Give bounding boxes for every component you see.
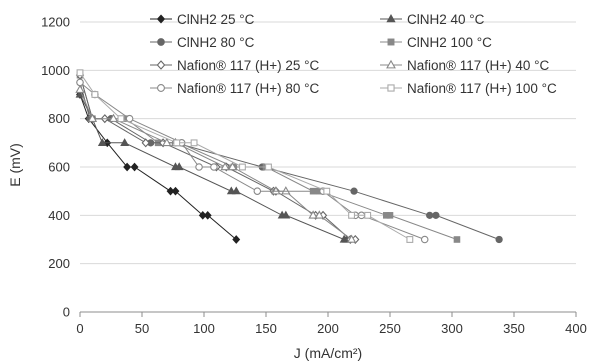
x-tick-label: 150 [255, 321, 277, 336]
data-point [174, 162, 184, 171]
data-point [420, 235, 429, 244]
legend-entry: ClNH2 80 °C [150, 35, 255, 50]
series-8 [76, 69, 414, 243]
data-point [162, 137, 172, 147]
legend-marker [386, 59, 396, 69]
data-point [227, 161, 238, 171]
data-point [190, 139, 198, 147]
x-tick-label: 0 [76, 321, 83, 336]
legend-marker [386, 14, 396, 23]
data-point [231, 186, 241, 195]
data-point [364, 211, 372, 219]
series-line [79, 82, 425, 240]
data-point [323, 187, 331, 195]
data-point [346, 234, 357, 243]
x-tick-label: 400 [565, 321, 587, 336]
legend-marker [387, 38, 395, 46]
series-2 [75, 89, 352, 243]
data-point [203, 210, 212, 220]
y-tick-label: 0 [63, 305, 70, 320]
x-tick-label: 350 [503, 321, 525, 336]
legend-marker [157, 38, 165, 46]
y-tick-label: 800 [48, 111, 70, 126]
data-point [117, 115, 125, 123]
legend-label: Nafion® 117 (H+) 25 °C [177, 58, 320, 73]
y-tick-label: 1200 [41, 15, 70, 30]
x-tick-label: 250 [379, 321, 401, 336]
series-7 [76, 78, 429, 244]
y-tick-label: 600 [48, 160, 70, 175]
data-point [76, 78, 84, 87]
x-axis-title: J (mA/cm²) [294, 345, 362, 361]
data-point [406, 236, 414, 243]
data-point [171, 186, 180, 196]
data-point [426, 211, 434, 219]
x-tick-label: 300 [441, 321, 463, 336]
legend-label: Nafion® 117 (H+) 100 °C [407, 81, 557, 96]
data-point [141, 138, 150, 148]
axes: 0 200 400 600 800 1000 1200 0 50 100 150 200 250 300 3… [41, 15, 587, 337]
data-point [87, 113, 98, 122]
legend-label: Nafion® 117 (H+) 80 °C [177, 81, 320, 96]
data-point [97, 138, 107, 146]
data-point [220, 161, 230, 171]
data-point [386, 212, 394, 219]
data-point [75, 84, 85, 93]
data-point [265, 163, 272, 171]
legend-entry: ClNH2 40 °C [380, 12, 485, 27]
grid-lines [80, 21, 576, 265]
data-point [348, 211, 356, 219]
x-tick-label: 50 [135, 321, 149, 336]
legend-entry: Nafion® 117 (H+) 80 °C [150, 81, 320, 96]
y-axis-title: E (mV) [7, 143, 23, 187]
legend-marker [156, 14, 166, 24]
data-point [108, 113, 119, 122]
data-point [308, 210, 318, 219]
legend-entry: ClNH2 100 °C [380, 35, 492, 50]
y-tick-label: 1000 [41, 63, 70, 78]
legend-label: ClNH2 100 °C [407, 35, 492, 50]
data-point [271, 186, 281, 195]
x-tick-label: 200 [317, 321, 339, 336]
y-tick-label: 400 [48, 208, 70, 223]
legend-label: ClNH2 25 °C [177, 12, 255, 27]
series-line [79, 94, 347, 240]
data-point [432, 211, 440, 219]
data-point [123, 162, 132, 172]
data-point [495, 235, 503, 244]
legend-label: Nafion® 117 (H+) 40 °C [407, 58, 550, 73]
data-point [253, 187, 262, 195]
y-tick-label: 200 [48, 256, 70, 271]
legend-marker [157, 84, 165, 92]
legend-label: ClNH2 40 °C [407, 12, 485, 27]
data-point [130, 162, 139, 172]
legend-entry: Nafion® 117 (H+) 40 °C [380, 58, 550, 73]
data-point [195, 163, 203, 171]
legend-entry: Nafion® 117 (H+) 100 °C [380, 81, 557, 96]
data-point [120, 138, 130, 146]
data-point [210, 163, 218, 171]
data-point [314, 210, 325, 219]
plot-area [75, 69, 503, 245]
data-point [91, 91, 99, 98]
data-point [453, 236, 461, 243]
data-point [350, 187, 358, 195]
series-4 [76, 71, 461, 243]
data-point [239, 163, 246, 171]
data-point [281, 186, 291, 195]
legend-entry: ClNH2 25 °C [150, 12, 255, 27]
legend-entry: Nafion® 117 (H+) 25 °C [150, 58, 320, 73]
x-tick-label: 100 [193, 321, 215, 336]
data-point [173, 139, 181, 147]
data-point [125, 114, 134, 123]
data-point [232, 235, 241, 244]
legend-marker [156, 60, 166, 70]
data-point [281, 210, 291, 219]
legend-marker [387, 84, 395, 92]
legend: ClNH2 25 °C ClNH2 40 °C ClNH2 80 °C ClNH2 1… [150, 12, 557, 96]
data-point [76, 69, 84, 77]
legend-label: ClNH2 80 °C [177, 35, 255, 50]
